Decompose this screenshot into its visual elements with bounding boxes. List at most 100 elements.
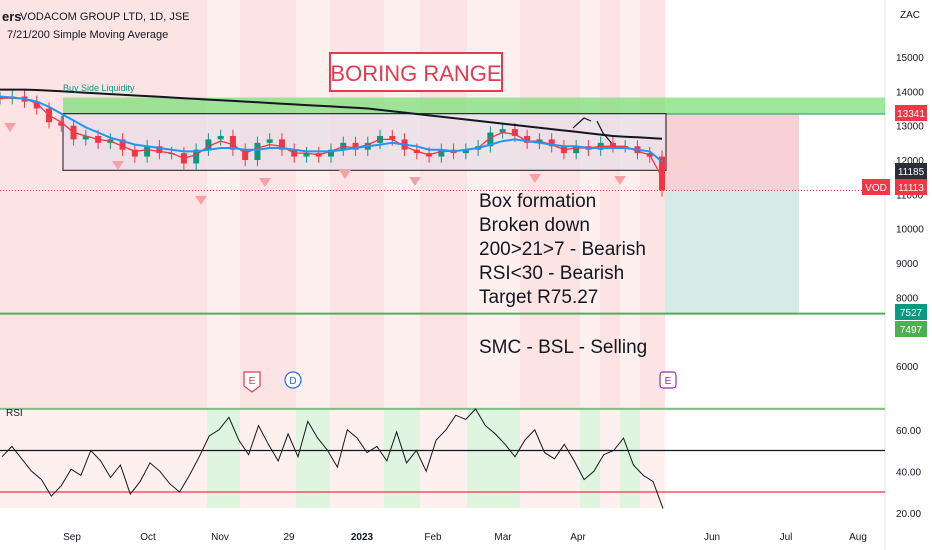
rsi-axis-tick: 20.00	[896, 509, 921, 520]
rsi-bullish-stripe	[384, 408, 420, 508]
upcoming-earnings-label: E	[665, 376, 672, 387]
sma-line-sma-200	[0, 88, 663, 140]
price-series-layer	[0, 88, 665, 197]
price-axis-tick: 14000	[896, 87, 924, 98]
candle-body	[119, 139, 126, 150]
buy-side-liquidity-zone	[63, 97, 885, 114]
chart-title: VODACOM GROUP LTD, 1D, JSE	[20, 11, 190, 23]
price-tag-11113-text: 11113	[898, 183, 924, 194]
sell-signal-marker	[339, 170, 351, 179]
grid-layer	[0, 0, 886, 550]
price-tag-11185-text: 11185	[898, 167, 925, 178]
sell-signal-marker	[409, 177, 421, 186]
candle-body	[278, 139, 285, 150]
price-tag-13341-text: 13341	[897, 109, 925, 120]
stop-loss-zone	[665, 113, 799, 191]
price-axis-tick: 11000	[896, 190, 924, 201]
smc-note: SMC - BSL - Selling	[479, 337, 647, 358]
price-tag-vod: VOD 11113	[862, 179, 927, 195]
time-axis-tick: Apr	[570, 532, 586, 543]
price-axis-tick: 15000	[896, 53, 924, 64]
candle-body	[389, 135, 396, 140]
sell-signal-marker	[112, 161, 124, 170]
rsi-axis-tick: 60.00	[896, 426, 921, 437]
time-axis-tick: 2023	[351, 532, 374, 543]
indicator-label: 7/21/200 Simple Moving Average	[7, 29, 168, 41]
sell-signal-marker	[614, 176, 626, 185]
price-tag-7497-text: 7497	[900, 325, 923, 336]
dividend-event-marker[interactable]: D	[284, 371, 302, 389]
rsi-line	[1, 408, 664, 509]
rsi-label: RSI	[6, 408, 23, 419]
price-axis-tick: 13000	[896, 122, 924, 133]
time-axis-tick: Mar	[494, 532, 512, 543]
price-axis-tick: 12000	[896, 156, 924, 167]
candle-body	[499, 129, 506, 133]
candle-body	[131, 149, 138, 157]
time-axis-tick: Jul	[780, 532, 793, 543]
rsi-axis-tick: 40.00	[896, 467, 921, 478]
candle-body	[573, 146, 580, 154]
candle-body	[266, 139, 273, 143]
candle-body	[487, 132, 494, 147]
price-axis-tick: 8000	[896, 293, 919, 304]
time-axis-tick: Nov	[211, 532, 229, 543]
rsi-bullish-stripe	[620, 408, 640, 508]
time-axis-tick: Aug	[849, 532, 867, 543]
price-bullish-stripe	[296, 0, 330, 408]
price-tag-7527: 7527	[895, 304, 927, 320]
price-axis-tick: 6000	[896, 362, 919, 373]
candle-body	[462, 149, 469, 154]
candle-body	[328, 149, 334, 157]
sell-signal-marker	[4, 123, 16, 132]
price-tag-13341: 13341	[895, 105, 927, 121]
sell-signal-marker	[529, 174, 541, 183]
price-tag-7527-text: 7527	[900, 308, 923, 319]
drawn-arrow-down	[596, 120, 615, 147]
price-tag-7497: 7497	[895, 321, 927, 337]
upcoming-earnings-marker[interactable]: E	[659, 371, 677, 389]
candle-body	[144, 146, 151, 157]
rsi-layer	[0, 408, 885, 509]
price-tag-vod-label: VOD	[865, 183, 887, 194]
price-bullish-stripe	[207, 0, 240, 408]
candle-body	[254, 142, 261, 160]
candle-body	[205, 139, 212, 150]
analysis-line-4: RSI<30 - Bearish	[479, 263, 624, 284]
candle-body	[352, 142, 359, 150]
candle-body	[303, 153, 310, 157]
rsi-bullish-stripe	[580, 408, 600, 508]
candle-body	[193, 149, 200, 164]
buy-side-liquidity-label: Buy Side Liquidity	[63, 83, 135, 93]
analysis-line-5: Target R75.27	[479, 287, 598, 308]
candle-body	[438, 149, 445, 157]
take-profit-zone	[665, 190, 799, 314]
sell-signal-marker	[195, 196, 207, 205]
time-axis-tick: Jun	[704, 532, 720, 543]
candle-body	[659, 156, 665, 191]
price-axis-tick: 9000	[896, 259, 919, 270]
symbol-prefix: ers	[2, 9, 22, 24]
candle-body	[229, 135, 236, 150]
analysis-line-3: 200>21>7 - Bearish	[479, 239, 646, 260]
dividend-event-label: D	[289, 376, 296, 387]
earnings-event-marker[interactable]: E	[243, 371, 261, 393]
boring-range-box	[329, 52, 503, 92]
currency-label: ZAC	[900, 10, 920, 21]
time-axis-tick: Feb	[424, 532, 442, 543]
candle-body	[609, 142, 616, 147]
rsi-bullish-stripe	[207, 408, 240, 508]
candle-body	[217, 135, 224, 140]
drawn-arrow-up	[572, 117, 592, 129]
analysis-line-2: Broken down	[479, 215, 590, 236]
price-axis-tick: 10000	[896, 225, 924, 236]
price-tag-11185: 11185	[895, 163, 927, 179]
candle-body	[511, 129, 518, 136]
candle-body	[33, 101, 40, 109]
rsi-bullish-stripe	[296, 408, 330, 508]
candle-body	[548, 139, 555, 147]
candle-body	[58, 122, 65, 126]
candle-body	[156, 146, 163, 154]
candle-body	[524, 135, 531, 143]
